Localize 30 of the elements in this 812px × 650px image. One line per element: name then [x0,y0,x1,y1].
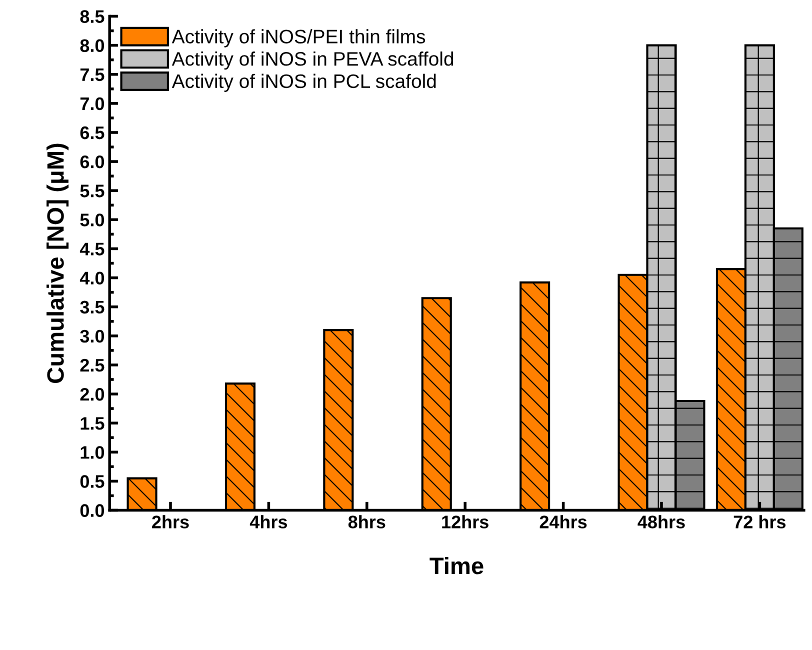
y-axis-title: Cumulative [NO] (μM) [46,144,69,383]
y-tick-label: 2.0 [80,388,104,401]
legend-label: Activity of iNOS in PEVA scaffold [172,52,454,70]
x-axis-title: Time [430,556,484,574]
x-tick-label: 12hrs [442,515,488,528]
y-tick-label: 8.5 [80,10,104,23]
x-tick-label: 48hrs [638,515,685,528]
y-tick-label: 4.0 [80,272,104,284]
y-tick-label: 6.0 [80,155,104,168]
legend-label: Activity of iNOS in PCL scafold [172,74,436,92]
x-tick-label: 2hrs [152,515,189,528]
legend-label: Activity of iNOS/PEI thin films [172,29,426,48]
y-tick-label: 6.5 [80,126,104,140]
y-tick-label: 0.0 [80,504,104,517]
y-tick-label: 2.5 [80,358,104,372]
y-tick-label: 5.0 [80,214,104,226]
x-tick-label: 24hrs [540,515,587,528]
x-tick-label: 72 hrs [734,515,786,528]
y-tick-label: 7.0 [80,97,104,110]
y-tick-label: 5.5 [80,184,104,198]
y-tick-label: 3.0 [80,330,104,343]
x-tick-label: 4hrs [250,515,288,528]
y-tick-label: 1.5 [80,417,104,430]
y-tick-label: 3.5 [80,300,104,314]
y-tick-label: 0.5 [80,475,104,488]
y-tick-label: 1.0 [80,446,104,459]
y-tick-label: 4.5 [80,242,104,256]
y-tick-label: 7.5 [80,68,104,82]
y-tick-label: 8.0 [80,39,104,52]
x-tick-label: 8hrs [348,515,386,528]
